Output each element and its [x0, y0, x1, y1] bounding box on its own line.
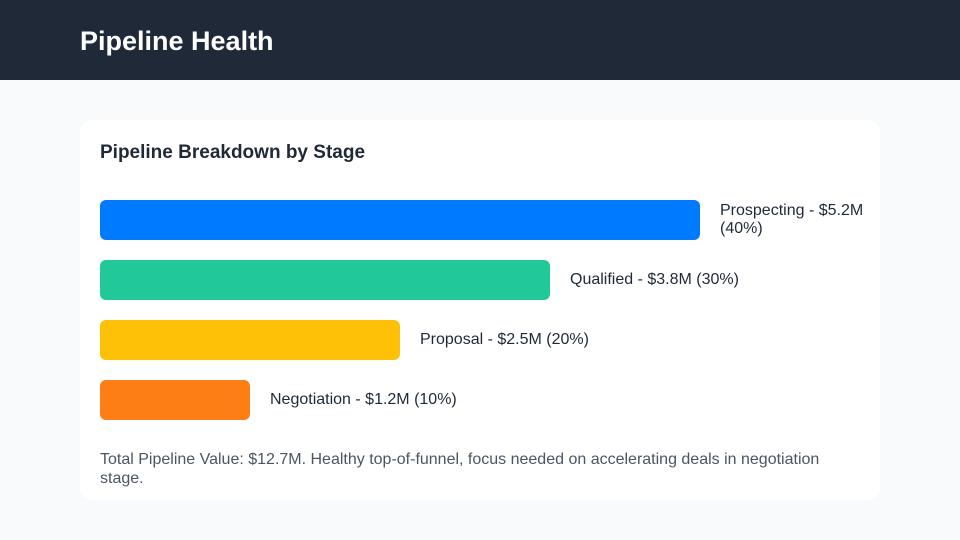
summary-note: Total Pipeline Value: $12.7M. Healthy to… — [100, 451, 820, 487]
bar-negotiation — [100, 380, 250, 420]
bar-qualified — [100, 260, 550, 300]
bar-label-negotiation: Negotiation - $1.2M (10%) — [270, 391, 457, 408]
pipeline-card: Pipeline Breakdown by Stage Prospecting … — [80, 120, 880, 500]
bar-label-prospecting: Prospecting - $5.2M (40%) — [720, 202, 864, 237]
bar-row-negotiation: Negotiation - $1.2M (10%) — [100, 380, 860, 420]
bar-proposal — [100, 320, 400, 360]
bar-label-qualified: Qualified - $3.8M (30%) — [570, 271, 739, 288]
chart-title: Pipeline Breakdown by Stage — [100, 142, 366, 163]
bar-row-qualified: Qualified - $3.8M (30%) — [100, 260, 860, 300]
bar-row-prospecting: Prospecting - $5.2M (40%) — [100, 200, 880, 240]
page-title: Pipeline Health — [80, 26, 274, 56]
bar-label-proposal: Proposal - $2.5M (20%) — [420, 331, 589, 348]
header: Pipeline Health — [0, 0, 960, 80]
bar-prospecting — [100, 200, 700, 240]
bar-row-proposal: Proposal - $2.5M (20%) — [100, 320, 860, 360]
